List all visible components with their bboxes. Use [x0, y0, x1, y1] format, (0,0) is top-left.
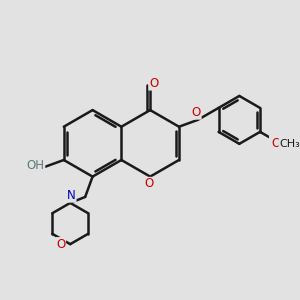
Text: OH: OH — [27, 159, 45, 172]
Text: O: O — [272, 137, 281, 150]
Text: O: O — [144, 177, 154, 190]
Text: O: O — [149, 77, 158, 90]
Text: CH₃: CH₃ — [279, 139, 300, 149]
Text: O: O — [56, 238, 65, 251]
Text: O: O — [192, 106, 201, 119]
Text: N: N — [67, 189, 76, 202]
